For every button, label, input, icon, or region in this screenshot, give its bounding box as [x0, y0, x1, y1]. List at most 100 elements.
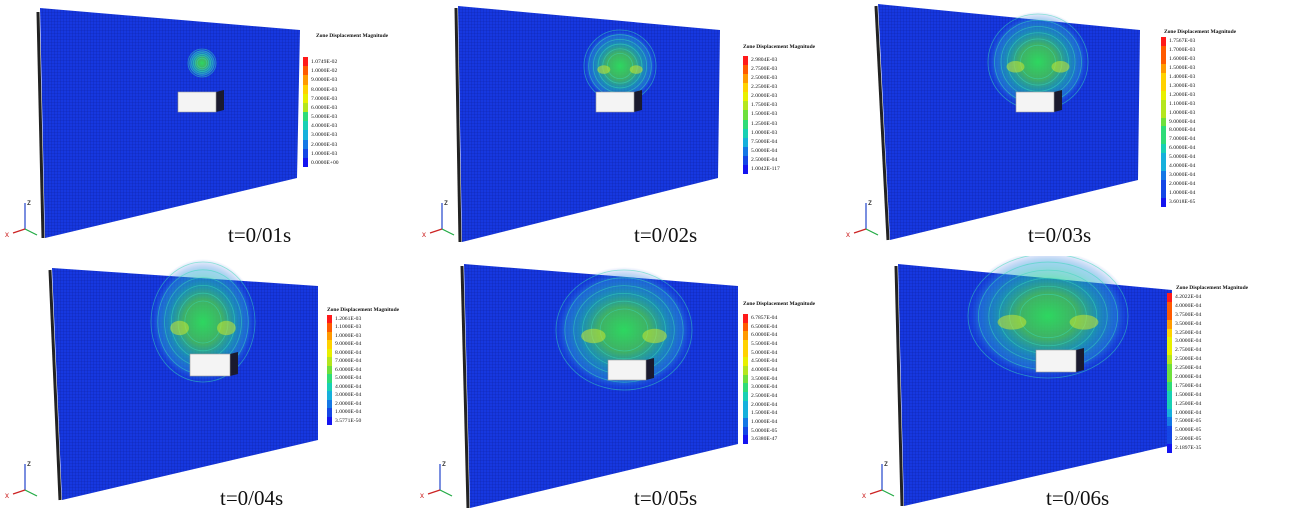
legend-label: 1.1000E-03 — [335, 324, 362, 331]
legend-label: 6.0000E-03 — [311, 104, 338, 111]
legend-label: 5.0000E-04 — [751, 349, 778, 356]
legend-swatch — [743, 110, 748, 121]
legend-swatch — [303, 66, 308, 76]
legend-swatch — [1161, 45, 1166, 56]
legend-label: 3.5000E-04 — [1175, 320, 1202, 327]
plate-edge — [874, 5, 890, 241]
legend-swatch — [1161, 135, 1166, 145]
legend-swatch — [303, 148, 308, 159]
legend-label: 4.2022E-04 — [1175, 294, 1202, 300]
legend-swatch — [303, 57, 308, 67]
legend-label: 8.0000E-04 — [1169, 127, 1196, 134]
legend-label: 2.5000E-04 — [1175, 356, 1202, 363]
legend-label: 1.5000E-04 — [751, 410, 778, 417]
legend-swatch — [303, 121, 308, 131]
legend-label: 2.2500E-04 — [1175, 365, 1202, 372]
legend-swatch — [1161, 198, 1166, 208]
axes-triad-icon: zx — [420, 459, 453, 500]
legend-label: 7.5000E-04 — [751, 138, 778, 145]
legend-swatch — [1167, 337, 1172, 347]
legend-label: 4.0000E-04 — [751, 367, 778, 373]
legend-label: 2.5000E-04 — [751, 156, 778, 163]
legend-label: 4.5000E-04 — [751, 358, 778, 365]
legend-swatch — [743, 128, 748, 139]
legend-swatch — [327, 408, 332, 418]
legend-swatch — [1167, 293, 1172, 303]
legend-label: 1.4000E-03 — [1169, 73, 1196, 80]
legend-swatch — [327, 399, 332, 409]
legend-swatch — [743, 137, 748, 148]
displacement-wave — [187, 48, 217, 78]
legend-label: 1.0000E-03 — [1169, 109, 1196, 116]
legend-swatch — [327, 348, 332, 358]
axis-z-label: z — [444, 198, 448, 207]
legend-swatch — [1161, 162, 1166, 172]
legend-label: 5.0000E-05 — [751, 427, 778, 434]
displacement-wave — [582, 28, 658, 104]
legend-swatch — [1161, 189, 1166, 199]
legend-swatch — [743, 366, 748, 376]
legend-swatch — [743, 340, 748, 350]
legend-label: 3.7500E-04 — [1175, 311, 1202, 318]
legend-swatch — [743, 65, 748, 75]
axis-z-label: z — [27, 198, 31, 207]
plate-edge — [48, 269, 62, 501]
legend-swatch — [743, 119, 748, 130]
time-label: t=0/05s — [634, 486, 698, 510]
axes-triad-icon: zx — [862, 459, 895, 500]
displacement-wave — [552, 267, 696, 393]
legend-swatch — [743, 331, 748, 341]
legend-swatch — [327, 365, 332, 375]
legend-swatch — [743, 56, 748, 66]
legend-swatch — [1167, 310, 1172, 321]
legend-swatch — [327, 340, 332, 350]
plate-mesh — [40, 8, 300, 238]
axis-z-label: z — [884, 459, 888, 468]
legend-label: 2.9804E-03 — [751, 57, 778, 63]
legend-label: 2.7500E-04 — [1175, 347, 1202, 354]
legend-label: 3.2500E-04 — [1175, 329, 1202, 336]
legend-label: 1.6000E-03 — [1169, 55, 1196, 62]
displacement-wave — [148, 259, 258, 385]
legend-swatch — [1167, 355, 1172, 365]
legend-label: 2.0000E-04 — [1175, 374, 1202, 380]
displacement-wave — [964, 256, 1132, 382]
legend-swatch — [303, 112, 308, 122]
legend-swatch — [1161, 54, 1166, 65]
legend-label: 9.0000E-03 — [311, 77, 338, 84]
legend-swatch — [303, 130, 308, 140]
legend-swatch — [743, 418, 748, 428]
legend-swatch — [327, 374, 332, 384]
legend-label: 7.0000E-04 — [1169, 136, 1196, 143]
legend-swatch — [303, 93, 308, 104]
tunnel-box — [1015, 90, 1062, 113]
legend-label: 1.0000E-04 — [751, 419, 778, 425]
legend-label: 1.0000E-03 — [311, 150, 338, 157]
legend-label: 3.5000E-04 — [751, 375, 778, 382]
legend-label: 2.0000E-04 — [751, 401, 778, 408]
legend-label: 2.1897E-35 — [1175, 445, 1202, 452]
legend-label: 3.5771E-50 — [335, 417, 362, 424]
legend-label: 9.0000E-04 — [335, 341, 362, 348]
legend-swatch — [327, 323, 332, 333]
legend-swatch — [1161, 90, 1166, 101]
plate-edge — [454, 7, 462, 243]
legend-label: 1.5000E-03 — [1169, 64, 1196, 71]
legend-label: 6.0000E-04 — [1169, 145, 1196, 152]
plate-render — [36, 8, 300, 239]
legend-swatch — [1167, 399, 1172, 410]
legend-swatch — [743, 348, 748, 358]
legend-label: 3.0000E-04 — [335, 392, 362, 399]
simulation-panel-4: Zone Displacement Magnitude 1.2061E-03 1.… — [0, 256, 420, 510]
simulation-panel-3: Zone Displacement Magnitude 1.7567E-03 1.… — [840, 0, 1260, 252]
simulation-panel-2: Zone Displacement Magnitude 2.9804E-03 2.… — [420, 0, 840, 252]
legend-swatch — [743, 314, 748, 324]
legend-label: 1.2061E-03 — [335, 316, 362, 322]
plate-render — [48, 259, 318, 501]
legend-label: 1.3000E-03 — [1169, 82, 1196, 89]
time-label: t=0/04s — [220, 486, 284, 510]
legend-swatch — [303, 102, 308, 113]
axes-triad-icon: zx — [5, 198, 38, 239]
legend-label: 5.0000E-04 — [751, 147, 778, 154]
legend-label: 3.6018E-65 — [1169, 199, 1196, 206]
